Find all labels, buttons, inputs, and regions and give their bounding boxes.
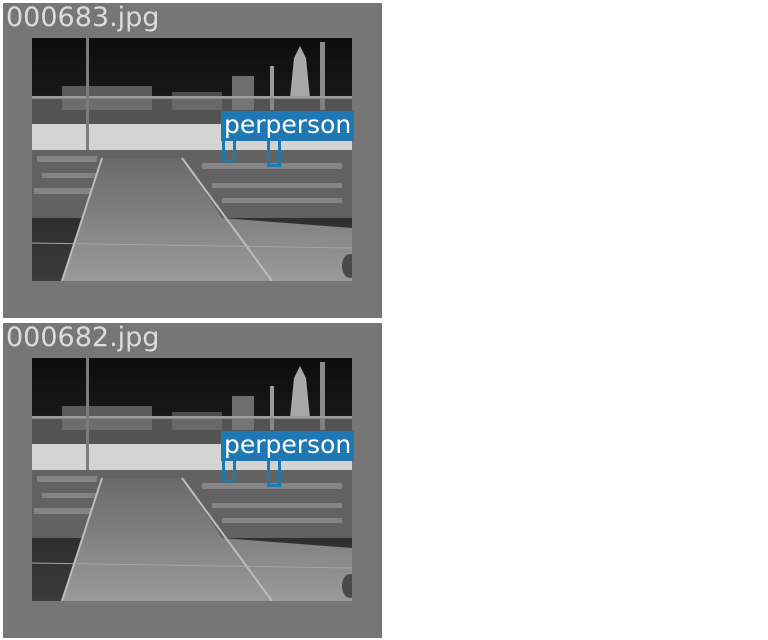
detection-box [267, 456, 281, 487]
detection-label: perperson [221, 111, 355, 141]
detection-label: perperson [221, 431, 355, 461]
image-tile-2: 000682.jpg perperson [3, 323, 382, 638]
filename-label: 000683.jpg [6, 3, 160, 33]
image-tile-1: 000683.jpg perperson [3, 3, 382, 318]
thermal-image-2 [32, 358, 352, 601]
thermal-image-1 [32, 38, 352, 281]
detection-box [267, 136, 281, 167]
filename-label: 000682.jpg [6, 323, 160, 353]
detection-box [222, 136, 236, 162]
detection-box [222, 456, 236, 482]
